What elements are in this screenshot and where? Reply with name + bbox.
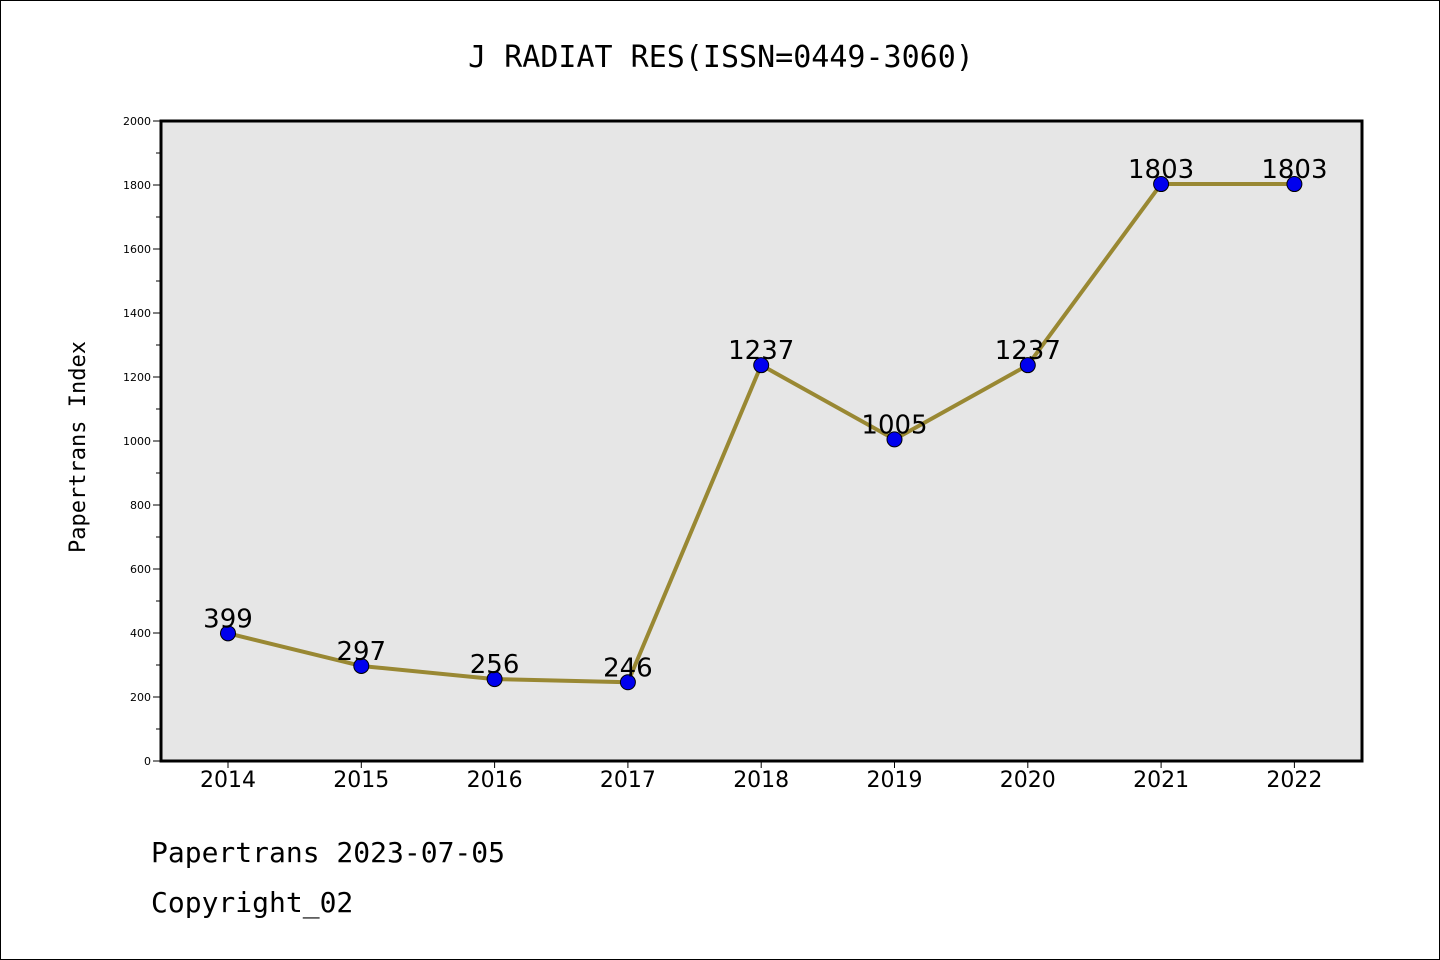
plot-area — [159, 119, 1364, 763]
data-point-marker — [220, 625, 236, 642]
y-tick-label: 1400 — [123, 307, 151, 320]
data-label: 256 — [470, 650, 520, 680]
x-tick-label: 2014 — [200, 768, 256, 793]
data-point-marker — [886, 431, 903, 448]
data-point-marker — [1019, 357, 1036, 374]
data-point-marker — [1153, 176, 1170, 193]
data-point-marker — [353, 657, 370, 674]
data-point-marker — [486, 671, 503, 688]
data-label: 1005 — [861, 410, 927, 440]
series-layer — [220, 176, 1303, 691]
data-point-marker — [1286, 176, 1303, 193]
data-label: 297 — [336, 637, 386, 667]
y-tick-label: 400 — [130, 627, 151, 640]
y-tick-label: 1000 — [123, 435, 151, 448]
y-tick-label: 600 — [130, 563, 151, 576]
y-tick-label: 800 — [130, 499, 151, 512]
data-label: 1237 — [995, 336, 1061, 366]
y-tick-label: 0 — [144, 755, 151, 768]
y-axis-label: Papertrans Index — [66, 341, 91, 553]
y-tick-label: 1800 — [123, 179, 151, 192]
chart-title: J RADIAT RES(ISSN=0449-3060) — [468, 40, 974, 75]
x-tick-label: 2015 — [333, 768, 389, 793]
y-tick-label: 1200 — [123, 371, 151, 384]
data-label: 1803 — [1128, 155, 1194, 185]
y-tick-label: 200 — [130, 691, 151, 704]
data-point-marker — [619, 674, 636, 691]
data-point-marker — [753, 357, 770, 374]
y-tick-label: 2000 — [123, 115, 151, 128]
y-axis: 0 200 400 600 800 1000 1200 1400 1600 1800 2000 — [123, 115, 161, 768]
x-tick-label: 2021 — [1133, 768, 1189, 793]
x-tick-label: 2018 — [733, 768, 789, 793]
data-label: 246 — [603, 653, 653, 683]
data-label: 1803 — [1261, 155, 1327, 185]
data-label: 1237 — [728, 336, 794, 366]
x-tick-label: 2019 — [867, 768, 923, 793]
x-tick-label: 2022 — [1266, 768, 1322, 793]
y-tick-label: 1600 — [123, 243, 151, 256]
x-axis: 2014 2015 2016 2017 2018 2019 2020 2021 2022 — [200, 761, 1322, 793]
x-tick-label: 2017 — [600, 768, 656, 793]
x-tick-label: 2020 — [1000, 768, 1056, 793]
footer-date-text: Papertrans 2023-07-05 — [151, 836, 506, 869]
footer-copyright-text: Copyright_02 — [151, 886, 354, 919]
x-tick-label: 2016 — [467, 768, 523, 793]
data-label: 399 — [203, 604, 253, 634]
data-labels: 399 297 256 246 1237 1005 1237 1803 1803 — [203, 155, 1327, 683]
